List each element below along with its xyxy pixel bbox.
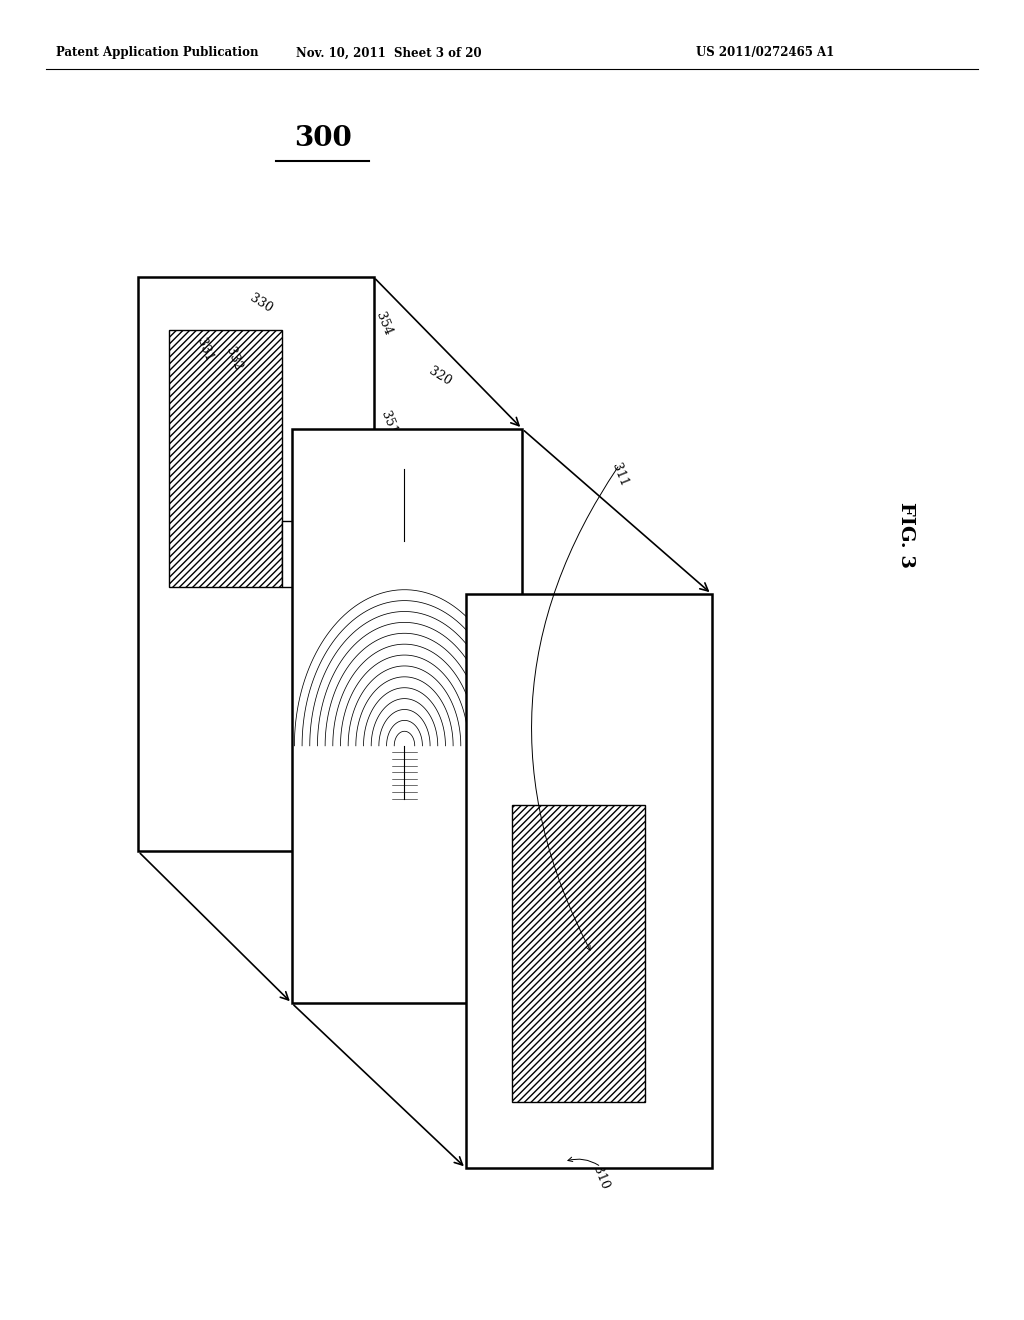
Bar — [466, 594, 712, 1168]
Text: 354: 354 — [374, 310, 394, 337]
Bar — [169, 330, 282, 587]
Text: Nov. 10, 2011  Sheet 3 of 20: Nov. 10, 2011 Sheet 3 of 20 — [296, 46, 482, 59]
Text: 351: 351 — [379, 409, 399, 436]
Bar — [512, 805, 645, 1102]
Text: US 2011/0272465 A1: US 2011/0272465 A1 — [696, 46, 835, 59]
Text: Patent Application Publication: Patent Application Publication — [56, 46, 259, 59]
Text: 332: 332 — [223, 346, 244, 372]
Text: 310: 310 — [591, 1164, 611, 1191]
Text: 300: 300 — [294, 125, 351, 152]
Text: 311: 311 — [609, 462, 630, 488]
Text: 331: 331 — [195, 337, 215, 363]
Bar — [282, 521, 310, 587]
Text: FIG. 3: FIG. 3 — [897, 502, 915, 568]
Bar — [292, 429, 522, 1003]
Bar — [138, 277, 374, 851]
Text: 320: 320 — [427, 364, 454, 388]
Text: 330: 330 — [248, 292, 274, 315]
